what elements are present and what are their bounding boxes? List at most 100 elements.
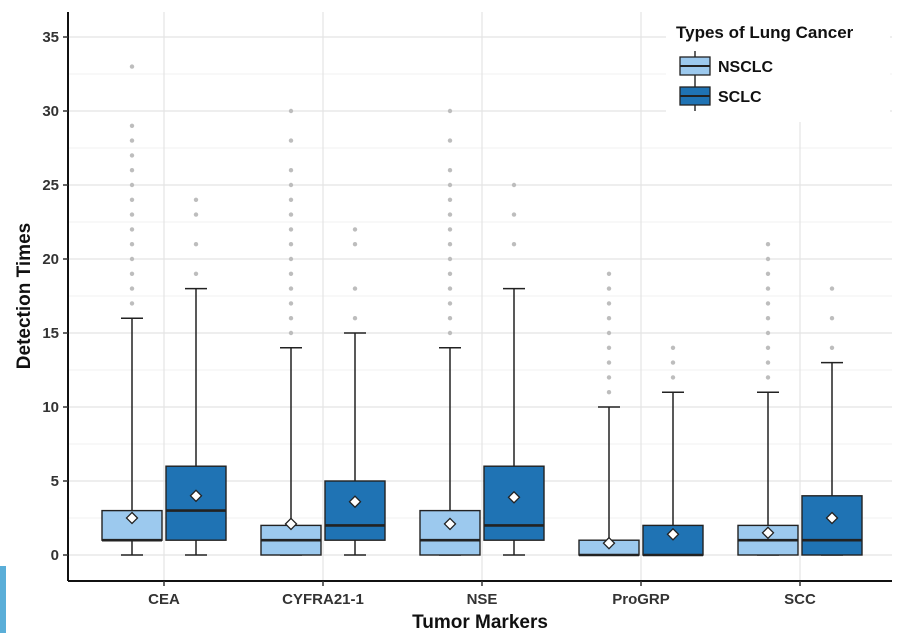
mean-marker (761, 526, 775, 540)
outlier-point (288, 138, 294, 143)
outlier-point (765, 360, 771, 365)
outlier-point (288, 301, 294, 306)
outlier-point (447, 108, 453, 114)
outlier-point (447, 301, 453, 306)
y-tick-labels: 0 5 10 15 20 25 30 35 (42, 29, 68, 564)
outlier-point (447, 271, 453, 276)
outlier-point (511, 182, 517, 188)
outlier-point (829, 286, 835, 291)
outlier-point (129, 138, 135, 143)
outlier-point (129, 153, 135, 158)
outlier-point (447, 316, 453, 321)
x-axis-title: Tumor Markers (412, 612, 548, 633)
y-tick-label: 30 (42, 103, 59, 120)
outlier-point (447, 286, 453, 291)
outlier-point (193, 242, 199, 247)
edge-accent-bar (0, 566, 6, 633)
mean-marker (602, 536, 616, 550)
outlier-point (606, 345, 612, 350)
outlier-point (129, 301, 135, 306)
outlier-point (765, 330, 771, 336)
legend-label: SCLC (718, 89, 762, 106)
box-group (578, 271, 640, 557)
outlier-point (765, 375, 771, 380)
outlier-point (447, 197, 453, 202)
outlier-point (765, 256, 771, 262)
legend-title: Types of Lung Cancer (676, 23, 854, 42)
outlier-point (606, 271, 612, 276)
outlier-point (129, 64, 135, 69)
outlier-point (129, 227, 135, 232)
outlier-point (288, 271, 294, 276)
outlier-point (447, 138, 453, 143)
y-axis-title: Detection Times (14, 223, 35, 369)
outlier-point (129, 256, 135, 262)
outlier-point (352, 227, 358, 232)
outlier-point (447, 256, 453, 262)
outlier-point (193, 212, 199, 217)
x-tick-label: ProGRP (612, 591, 670, 608)
outlier-point (447, 168, 453, 173)
outlier-point (670, 375, 676, 380)
outlier-point (447, 182, 453, 188)
x-tick-label: SCC (784, 591, 816, 608)
outlier-point (447, 242, 453, 247)
box-group (737, 242, 799, 556)
box-group (324, 227, 386, 556)
outlier-point (129, 271, 135, 276)
iqr-box (419, 509, 481, 556)
outlier-point (606, 390, 612, 395)
mean-marker (825, 511, 839, 525)
plot-data (101, 64, 863, 557)
outlier-point (765, 301, 771, 306)
outlier-point (288, 197, 294, 202)
outlier-point (765, 345, 771, 350)
outlier-point (765, 271, 771, 276)
mean-marker (666, 527, 680, 541)
outlier-point (288, 182, 294, 188)
outlier-point (129, 212, 135, 217)
outlier-point (193, 271, 199, 276)
x-tick-label: CEA (148, 591, 180, 608)
outlier-point (129, 286, 135, 291)
mean-marker (507, 490, 521, 504)
mean-marker (348, 495, 362, 509)
outlier-point (288, 286, 294, 291)
outlier-point (129, 123, 135, 128)
mean-marker (443, 517, 457, 531)
outlier-point (606, 316, 612, 321)
y-tick-label: 5 (51, 473, 59, 490)
box-group (165, 197, 227, 556)
outlier-point (765, 242, 771, 247)
axes (67, 12, 892, 582)
outlier-point (129, 182, 135, 188)
legend: Types of Lung Cancer NSCLC SCLC (666, 12, 890, 122)
outlier-point (352, 316, 358, 321)
y-tick-label: 35 (42, 29, 59, 46)
outlier-point (447, 330, 453, 336)
outlier-point (288, 330, 294, 336)
outlier-point (765, 286, 771, 291)
outlier-point (511, 212, 517, 217)
outlier-point (288, 227, 294, 232)
outlier-point (606, 330, 612, 336)
y-tick-label: 0 (51, 547, 59, 564)
outlier-point (352, 242, 358, 247)
legend-items: NSCLC SCLC (679, 51, 774, 111)
outlier-point (352, 286, 358, 291)
box-group (419, 108, 481, 556)
x-tick-label: CYFRA21-1 (282, 591, 364, 608)
outlier-point (288, 212, 294, 217)
outlier-point (288, 108, 294, 114)
outlier-point (288, 316, 294, 321)
outlier-point (288, 242, 294, 247)
legend-label: NSCLC (718, 59, 774, 76)
iqr-box (801, 495, 863, 556)
outlier-point (288, 256, 294, 262)
box-group (801, 286, 863, 556)
x-tick-label: NSE (467, 591, 498, 608)
outlier-point (129, 242, 135, 247)
legend-item-nsclc: NSCLC (679, 51, 774, 81)
outlier-point (129, 168, 135, 173)
